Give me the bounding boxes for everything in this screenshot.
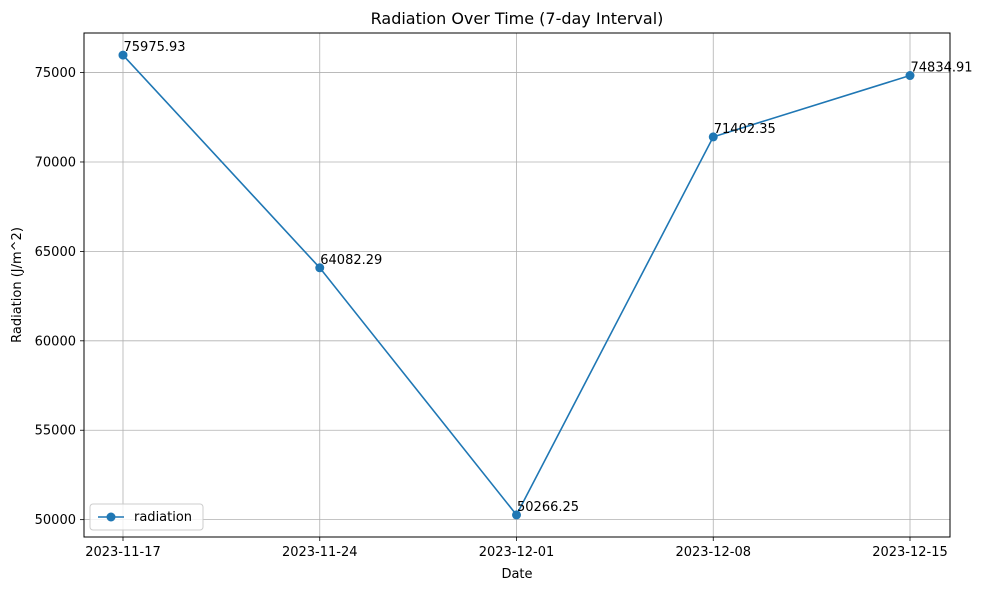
y-axis-label: Radiation (J/m^2) xyxy=(10,227,25,343)
y-tick-label: 60000 xyxy=(35,334,76,349)
data-label: 74834.91 xyxy=(911,61,973,76)
grid-lines xyxy=(84,33,950,537)
legend: radiation xyxy=(89,503,204,531)
x-tick-label: 2023-11-17 xyxy=(85,545,161,560)
data-point xyxy=(708,132,718,142)
data-point xyxy=(905,71,915,81)
legend-marker-swatch xyxy=(106,512,116,522)
series-layer: 75975.93 64082.29 50266.25 71402.35 74834.91 xyxy=(118,40,973,520)
data-label: 71402.35 xyxy=(714,122,776,137)
legend-entry-label: radiation xyxy=(134,510,192,525)
axes-layer: 2023-11-17 2023-11-24 2023-12-01 2023-12-08… xyxy=(35,66,948,560)
data-point xyxy=(512,510,521,520)
x-tick-label: 2023-12-15 xyxy=(872,545,948,560)
legend-box xyxy=(89,503,204,531)
data-label: 50266.25 xyxy=(517,500,579,515)
x-tick-label: 2023-12-08 xyxy=(675,545,751,560)
plot-frame xyxy=(83,32,951,538)
y-tick-label: 65000 xyxy=(35,245,76,260)
data-point xyxy=(315,263,325,273)
x-tick-label: 2023-12-01 xyxy=(479,545,555,560)
data-point xyxy=(118,50,128,60)
y-tick-label: 70000 xyxy=(35,155,76,170)
x-axis-label: Date xyxy=(501,567,532,582)
data-label: 64082.29 xyxy=(320,253,382,268)
y-tick-label: 50000 xyxy=(35,513,76,528)
data-label: 75975.93 xyxy=(124,40,186,55)
chart-title: Radiation Over Time (7-day Interval) xyxy=(371,9,664,28)
x-tick-label: 2023-11-24 xyxy=(282,545,358,560)
y-tick-label: 75000 xyxy=(35,66,76,81)
y-tick-label: 55000 xyxy=(35,424,76,439)
